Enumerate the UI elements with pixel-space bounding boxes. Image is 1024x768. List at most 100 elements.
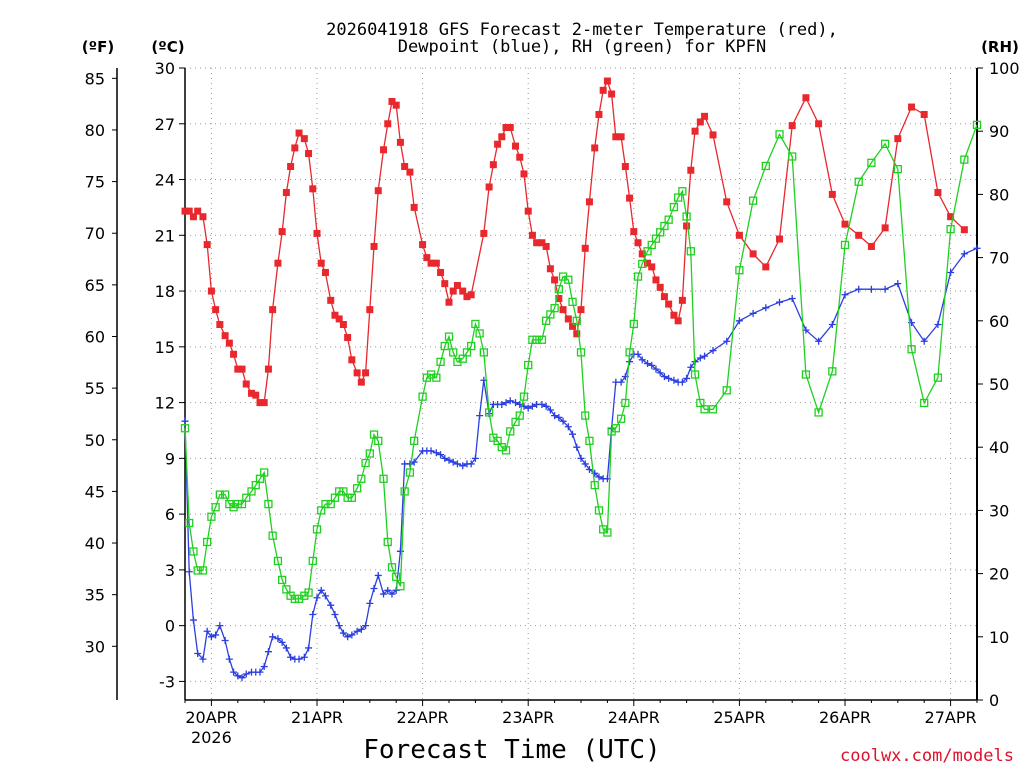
- x-tick-label: 21APR: [291, 708, 343, 727]
- dewpoint-point: [696, 354, 704, 362]
- temperature-point: [309, 185, 317, 193]
- temperature-point: [735, 231, 743, 239]
- rh-point: [603, 528, 612, 537]
- rh-point: [546, 310, 555, 319]
- dewpoint-point: [973, 244, 981, 252]
- dewpoint-point: [920, 337, 928, 345]
- dewpoint-point: [216, 622, 224, 630]
- celsius-unit-label: (ºC): [151, 38, 184, 56]
- dewpoint-point: [776, 298, 784, 306]
- dewpoint-point: [660, 373, 668, 381]
- rh-point: [532, 335, 541, 344]
- dewpoint-point: [242, 670, 250, 678]
- dewpoint-point: [260, 663, 268, 671]
- temperature-point: [569, 322, 577, 330]
- rh-point: [537, 335, 547, 344]
- dewpoint-point: [867, 285, 875, 293]
- temperature-point: [674, 317, 682, 325]
- temperature-point: [591, 144, 599, 152]
- temperature-point: [749, 250, 757, 258]
- temperature-point: [295, 129, 303, 137]
- dewpoint-point: [313, 594, 321, 602]
- rh-point: [775, 130, 784, 139]
- rh-point: [343, 493, 352, 502]
- rh-point: [392, 572, 401, 581]
- rh-point: [251, 480, 260, 490]
- temperature-point: [638, 250, 646, 258]
- rh-point: [418, 392, 427, 401]
- temperature-point: [603, 77, 611, 85]
- temperature-point: [357, 378, 365, 386]
- rh-point: [674, 193, 683, 202]
- dewpoint-point: [546, 406, 554, 414]
- rh-point: [242, 493, 251, 502]
- temperature-point: [506, 123, 514, 131]
- dewpoint-point: [591, 469, 599, 477]
- temperature-point: [269, 306, 277, 314]
- dewpoint-point: [581, 460, 589, 468]
- rh-point: [651, 234, 661, 243]
- temperature-point: [691, 127, 699, 135]
- temperature-point: [225, 339, 233, 347]
- temperature-point: [881, 224, 889, 232]
- dewpoint-point: [274, 635, 282, 643]
- temperature-point: [656, 283, 664, 291]
- temperature-point: [463, 293, 471, 301]
- dewpoint-point: [524, 404, 532, 412]
- temperature-point: [648, 263, 656, 271]
- rh-point: [515, 411, 524, 420]
- rh-point: [840, 240, 850, 250]
- dewpoint-point: [238, 674, 246, 682]
- temperature-point: [344, 334, 352, 342]
- rh-point: [828, 367, 837, 376]
- temperature-point: [599, 86, 607, 94]
- dewpoint-point: [185, 568, 193, 576]
- x-tick-label: 23APR: [502, 708, 554, 727]
- rh-point: [801, 370, 811, 379]
- dewpoint-point: [471, 454, 479, 462]
- rh-point: [335, 487, 344, 496]
- x-axis-label: Forecast Time (UTC): [363, 735, 660, 765]
- dewpoint-point: [225, 655, 233, 663]
- rh-point: [633, 272, 643, 281]
- dewpoint-point: [467, 460, 475, 468]
- rh-point: [185, 518, 194, 528]
- temperature-point: [467, 291, 475, 299]
- temperature-point: [406, 168, 414, 176]
- c-tick-label: 27: [155, 115, 175, 134]
- dewpoint-point: [427, 447, 435, 455]
- dewpoint-point: [327, 601, 335, 609]
- temperature-point: [665, 300, 673, 308]
- rh-point: [312, 525, 322, 534]
- dewpoint-point: [617, 378, 625, 386]
- rh-point: [788, 152, 797, 161]
- dewpoint-point: [388, 590, 396, 598]
- rh-point: [410, 436, 419, 446]
- temperature-point: [459, 287, 467, 295]
- temperature-point: [815, 120, 823, 128]
- temperature-point: [533, 239, 541, 247]
- temperature-point: [494, 140, 502, 148]
- f-tick-label: 60: [85, 327, 105, 346]
- chart-title-line1: 2026041918 GFS Forecast 2-meter Temperat…: [326, 20, 838, 40]
- rh-point: [564, 275, 573, 284]
- dewpoint-point: [528, 402, 536, 410]
- dewpoint-point: [309, 610, 317, 618]
- rh-point: [660, 221, 669, 231]
- rh-point: [357, 474, 366, 483]
- temperature-point: [432, 259, 440, 267]
- temperature-point: [644, 259, 652, 267]
- dewpoint-point: [656, 369, 664, 377]
- temperature-point: [683, 222, 691, 230]
- rh-point: [643, 247, 652, 256]
- temperature-point: [542, 242, 550, 250]
- rh-point: [260, 468, 269, 477]
- temperature-series: [181, 77, 968, 407]
- rh-point: [198, 566, 208, 575]
- rh-point: [656, 228, 665, 237]
- temperature-point: [234, 365, 242, 373]
- temperature-point: [305, 150, 313, 158]
- temperature-point: [581, 244, 589, 252]
- f-tick-label: 40: [85, 534, 105, 553]
- x-tick-label: 24APR: [608, 708, 660, 727]
